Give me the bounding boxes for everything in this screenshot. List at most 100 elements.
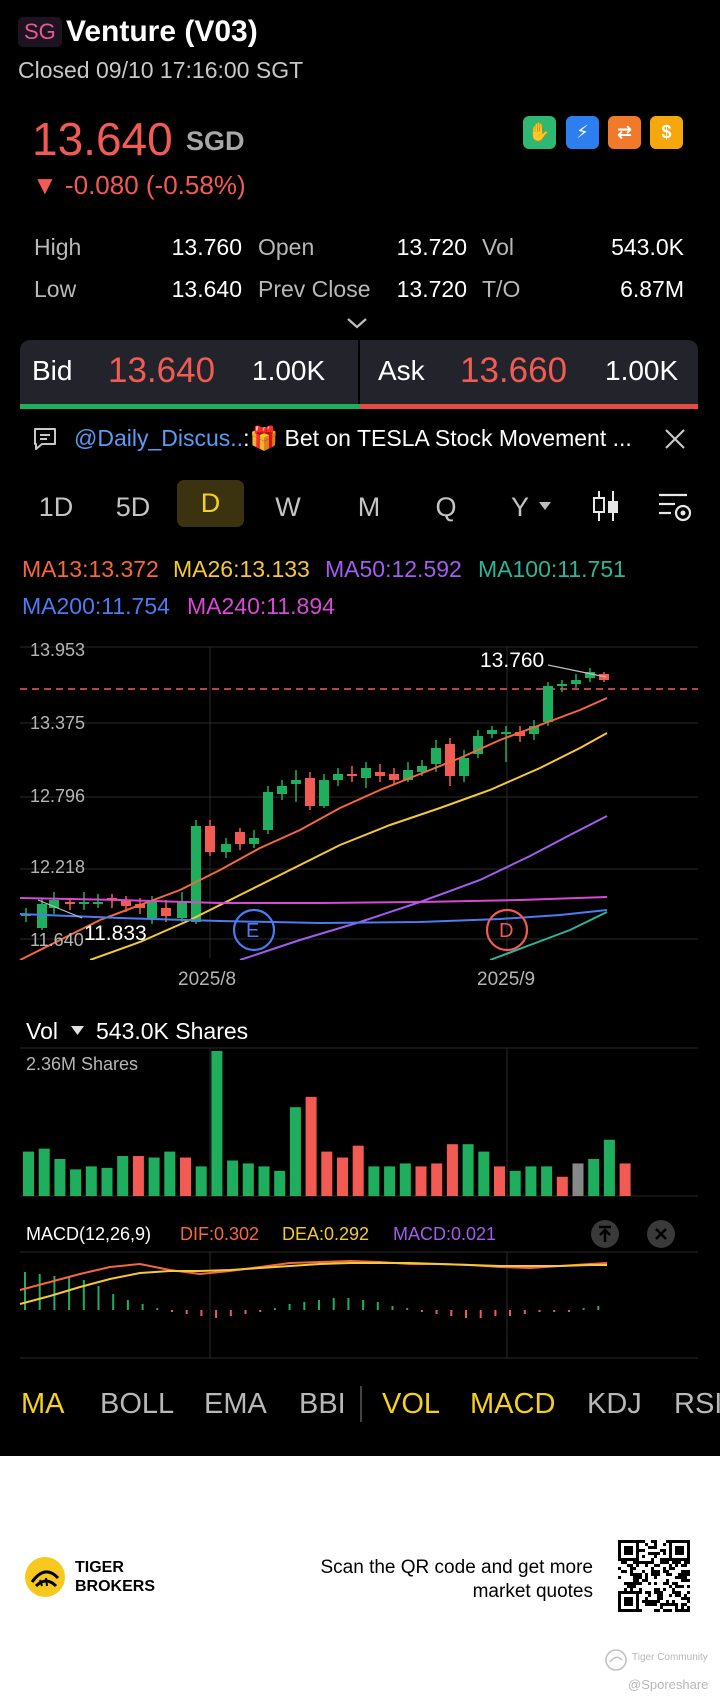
price-chart[interactable] xyxy=(0,630,720,960)
macd-bar xyxy=(53,1276,56,1310)
close-indicator-icon[interactable] xyxy=(646,1219,676,1249)
indicator-bbi[interactable]: BBI xyxy=(299,1388,346,1420)
candle xyxy=(333,768,343,786)
macd-bar xyxy=(509,1310,512,1316)
high-marker-pointer xyxy=(547,664,607,678)
volume-bar xyxy=(211,1050,223,1196)
candle xyxy=(277,780,287,800)
low-marker-pointer xyxy=(37,899,83,919)
candle xyxy=(291,770,301,802)
brand-line-1: TIGER xyxy=(75,1559,124,1576)
candlesticks xyxy=(21,668,609,930)
macd-chart[interactable] xyxy=(0,1250,720,1362)
candle xyxy=(79,892,89,910)
indicator-ma[interactable]: MA xyxy=(21,1388,65,1420)
ma200-line xyxy=(19,909,608,925)
tab-q[interactable]: Q xyxy=(435,492,457,522)
volume-bar xyxy=(556,1176,568,1196)
lightning-1-icon[interactable]: ⚡ xyxy=(566,116,599,149)
qr-code-icon[interactable] xyxy=(618,1540,690,1612)
chart-settings-icon[interactable] xyxy=(657,490,693,524)
vol-value-label: 543.0K Shares xyxy=(96,1018,249,1044)
x-tick-sep: 2025/9 xyxy=(477,969,536,990)
swap-icon[interactable]: ⇄ xyxy=(608,116,641,149)
dollar-icon[interactable]: $ xyxy=(650,116,683,149)
vol-selector-label[interactable]: Vol xyxy=(26,1018,58,1044)
volume-bar xyxy=(195,1166,207,1196)
volume-bar xyxy=(242,1163,254,1196)
dividend-marker-icon[interactable] xyxy=(485,908,529,952)
macd-bar xyxy=(200,1310,203,1316)
comment-icon xyxy=(34,428,56,450)
candle xyxy=(361,762,371,788)
ask-price[interactable]: 13.660 xyxy=(460,351,568,390)
caret-down-icon[interactable] xyxy=(538,501,552,511)
y-tick-5: 11.640 xyxy=(30,930,84,950)
volume-bar xyxy=(603,1139,615,1196)
indicator-macd[interactable]: MACD xyxy=(470,1388,556,1420)
indicator-ema[interactable]: EMA xyxy=(204,1388,267,1420)
candle xyxy=(543,682,553,726)
volume-bar xyxy=(227,1160,239,1196)
macd-bar xyxy=(38,1274,41,1310)
ma26-line xyxy=(89,732,608,960)
news-ticker[interactable]: @Daily_Discus..:🎁 Bet on TESLA Stock Mov… xyxy=(74,425,654,455)
dea-line xyxy=(19,1262,607,1305)
volume-bar xyxy=(588,1159,600,1196)
bid-label: Bid xyxy=(32,355,73,386)
ask-label: Ask xyxy=(378,355,425,386)
volume-bar xyxy=(289,1107,301,1196)
caret-down-icon[interactable] xyxy=(71,1026,84,1035)
candle xyxy=(161,900,171,922)
close-icon[interactable] xyxy=(663,427,687,451)
y-tick-3: 12.796 xyxy=(30,786,86,806)
indicator-vol[interactable]: VOL xyxy=(382,1388,441,1420)
news-handle[interactable]: @Daily_Discus.. xyxy=(74,425,244,451)
ma13-line xyxy=(19,697,608,960)
last-price: 13.640 xyxy=(32,113,173,165)
volume-bar xyxy=(352,1145,364,1196)
ma240-line xyxy=(19,896,608,904)
volume-bar xyxy=(38,1148,50,1196)
candle xyxy=(557,680,567,692)
candlestick-icon[interactable] xyxy=(590,489,622,523)
macd-value: MACD:0.021 xyxy=(393,1224,497,1244)
ma13-legend: MA13:13.372 xyxy=(22,556,159,582)
bid-bar xyxy=(20,404,360,409)
ma50-legend: MA50:12.592 xyxy=(325,556,462,582)
candle xyxy=(487,726,497,738)
y-tick-1: 13.953 xyxy=(30,640,86,660)
tab-d[interactable]: D xyxy=(177,480,244,527)
tab-5d[interactable]: 5D xyxy=(115,492,151,522)
volume-chart[interactable] xyxy=(0,1046,720,1198)
candle xyxy=(585,668,595,682)
news-text[interactable]: :🎁 Bet on TESLA Stock Movement ... xyxy=(243,425,632,451)
tab-w[interactable]: W xyxy=(275,492,301,522)
market-status: Closed 09/10 17:16:00 SGT xyxy=(18,57,304,83)
candle xyxy=(515,726,525,742)
candle xyxy=(529,720,539,740)
bid-price[interactable]: 13.640 xyxy=(108,351,216,390)
vol-label: Vol xyxy=(482,234,514,260)
to-value: 6.87M xyxy=(620,276,684,302)
high-value: 13.760 xyxy=(171,234,242,260)
macd-dea: DEA:0.292 xyxy=(282,1224,370,1244)
tab-1d[interactable]: 1D xyxy=(38,492,74,522)
candle xyxy=(107,894,117,908)
macd-bar xyxy=(185,1310,188,1314)
volume-bar xyxy=(384,1166,396,1196)
macd-dif: DIF:0.302 xyxy=(180,1224,260,1244)
macd-bar xyxy=(420,1310,423,1312)
pin-top-icon[interactable] xyxy=(590,1219,620,1249)
tab-y[interactable]: Y xyxy=(510,492,529,522)
macd-bar xyxy=(215,1310,218,1318)
cash-hand-icon[interactable]: ✋ xyxy=(523,116,556,149)
chevron-down-icon[interactable] xyxy=(346,312,368,334)
indicator-kdj[interactable]: KDJ xyxy=(587,1388,642,1420)
indicator-boll[interactable]: BOLL xyxy=(100,1388,175,1420)
macd-bar xyxy=(567,1310,570,1312)
indicator-rsi[interactable]: RSI xyxy=(674,1388,720,1420)
tab-m[interactable]: M xyxy=(357,492,381,522)
earnings-marker-icon[interactable] xyxy=(232,908,276,952)
dif-line xyxy=(19,1259,608,1291)
